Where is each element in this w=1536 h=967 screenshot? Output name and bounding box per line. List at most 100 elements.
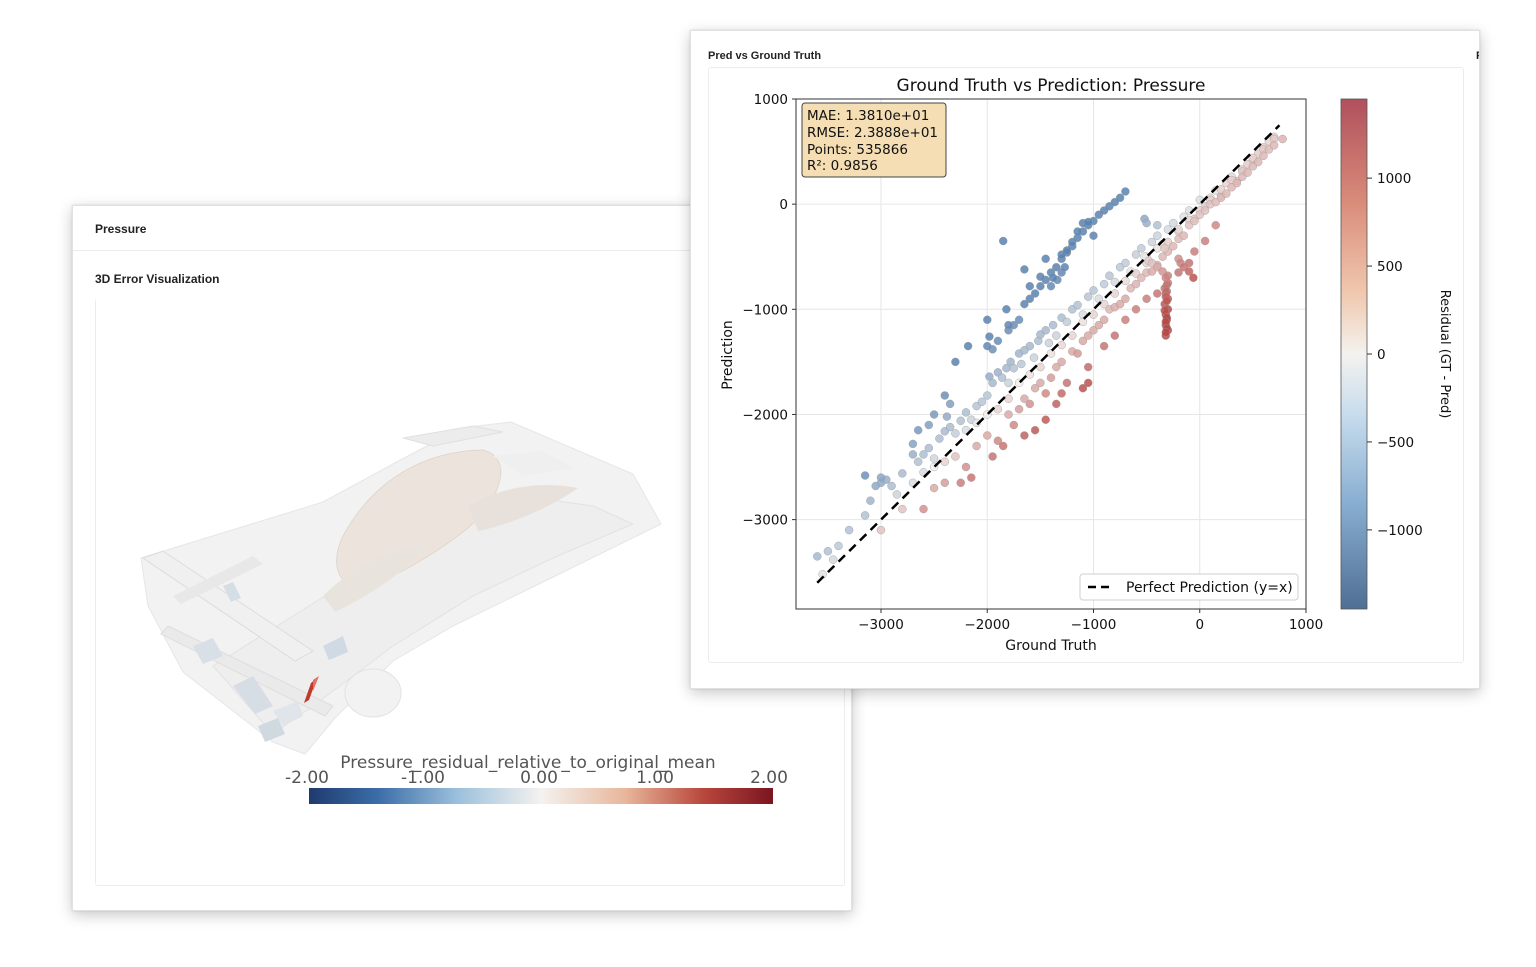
- scatter-point: [1029, 353, 1039, 362]
- x-tick-label: −1000: [1071, 617, 1117, 633]
- scatter-point: [1232, 178, 1242, 188]
- scatter-point: [1200, 236, 1210, 246]
- scatter-point: [1254, 157, 1263, 167]
- scatter-point: [908, 450, 918, 459]
- scatter-point: [919, 450, 928, 459]
- scatter-point: [985, 332, 994, 341]
- scatter-point: [1020, 265, 1029, 274]
- scatter-point: [1174, 268, 1183, 277]
- scatter-point: [1184, 267, 1194, 276]
- scatter-point: [935, 434, 944, 443]
- scatter-point: [1115, 193, 1125, 203]
- scatter-point: [1020, 394, 1029, 403]
- scatter-point: [1153, 231, 1162, 240]
- scatter-point: [1036, 272, 1045, 281]
- y-tick-label: 1000: [754, 92, 788, 108]
- scatter-point: [1158, 252, 1167, 261]
- scatter-point: [1057, 357, 1066, 367]
- x-tick-label: 1000: [1289, 617, 1323, 633]
- scatter-point: [929, 410, 939, 419]
- scatter-point: [1190, 216, 1199, 226]
- colorbar-tick-label: 500: [1377, 259, 1403, 275]
- stat-mae: MAE: 1.3810e+01: [807, 108, 929, 124]
- colorbar-tick: 0.00: [520, 768, 558, 788]
- stat-points: Points: 535866: [807, 142, 908, 158]
- scatter-point: [892, 490, 902, 499]
- scatter-point: [1147, 237, 1157, 247]
- scatter-point: [1020, 431, 1029, 440]
- scatter-point: [1030, 384, 1040, 393]
- scatter-point: [1278, 134, 1287, 144]
- scatter-point: [898, 469, 907, 478]
- scatter-point: [951, 357, 960, 367]
- scatter-point: [1169, 218, 1178, 228]
- clipped-tab-title: P: [1476, 50, 1479, 62]
- scatter-point: [1014, 315, 1024, 324]
- scatter-point: [997, 373, 1007, 382]
- y-axis: 1000 0 −1000 −2000 −3000: [742, 92, 796, 529]
- scatter-point: [1169, 241, 1178, 251]
- scatter-point: [1025, 294, 1034, 303]
- 3d-viewer[interactable]: Pressure_residual_relative_to_original_m…: [73, 206, 851, 910]
- colorbar-tick-label: −1000: [1377, 523, 1423, 539]
- scatter-point: [951, 429, 960, 438]
- scatter-point: [993, 405, 1003, 414]
- scatter-point: [1121, 276, 1130, 286]
- colorbar-tick-label: 1000: [1377, 171, 1411, 187]
- scatter-point: [1048, 273, 1058, 283]
- colorbar-label: Pressure_residual_relative_to_original_m…: [340, 753, 715, 773]
- scatter-point: [993, 436, 1003, 445]
- scatter-point: [1002, 305, 1011, 314]
- scatter-point: [1030, 426, 1040, 435]
- scatter-point: [1131, 250, 1141, 259]
- scatter-point: [929, 483, 939, 493]
- scatter-point: [1036, 362, 1045, 372]
- y-axis-label: Prediction: [720, 320, 736, 390]
- scatter-point: [1046, 373, 1056, 382]
- scatter-point: [1084, 217, 1093, 227]
- scatter-point: [1105, 271, 1114, 280]
- scatter-point: [1110, 277, 1119, 287]
- scatter-point: [1062, 317, 1072, 327]
- scatter-point: [1084, 362, 1093, 372]
- scatter-point: [983, 431, 992, 440]
- scatter-point: [942, 412, 952, 421]
- scatter-point: [999, 236, 1008, 246]
- panel-title: Pred vs Ground Truth: [708, 50, 822, 62]
- colorbar-tick: -1.00: [401, 768, 445, 788]
- scatter-point: [945, 422, 955, 432]
- scatter-point: [972, 441, 981, 451]
- scatter-point: [1041, 389, 1050, 398]
- scatter-point: [1068, 237, 1077, 247]
- scatter-point: [1025, 281, 1034, 291]
- scatter-point: [1094, 320, 1103, 330]
- scatter-point: [929, 454, 939, 463]
- scatter-point: [913, 426, 923, 435]
- y-tick-label: 0: [779, 197, 788, 213]
- scatter-point: [898, 504, 907, 514]
- scatter-point: [1121, 258, 1130, 268]
- scatter-point: [956, 478, 965, 487]
- residual-colorbar-ticks: 1000 500 0 −500 −1000: [1367, 171, 1423, 539]
- scatter-point: [1046, 349, 1056, 358]
- legend: Perfect Prediction (y=x): [1079, 573, 1299, 601]
- y-tick-label: −2000: [742, 407, 788, 423]
- residual-colorbar-label: Residual (GT - Pred): [1437, 290, 1452, 419]
- scatter-point: [1084, 378, 1093, 388]
- scatter-chart[interactable]: Ground Truth vs Prediction: Pressure −30…: [691, 31, 1479, 688]
- scatter-point: [860, 511, 870, 520]
- scatter-point: [1131, 279, 1141, 289]
- y-tick-label: −1000: [742, 302, 788, 318]
- scatter-point: [1052, 262, 1061, 272]
- scatter-point: [1084, 331, 1093, 340]
- scatter-point: [1137, 273, 1146, 283]
- scatter-point: [1161, 328, 1170, 337]
- scatter-point: [1089, 286, 1098, 295]
- scatter-point: [1137, 244, 1146, 253]
- residual-colorbar-gradient: [1340, 98, 1368, 610]
- scatter-point: [1052, 399, 1061, 409]
- scatter-point: [972, 418, 981, 428]
- scatter-point: [860, 471, 870, 480]
- scatter-point: [1062, 378, 1072, 388]
- scatter-point: [999, 441, 1008, 451]
